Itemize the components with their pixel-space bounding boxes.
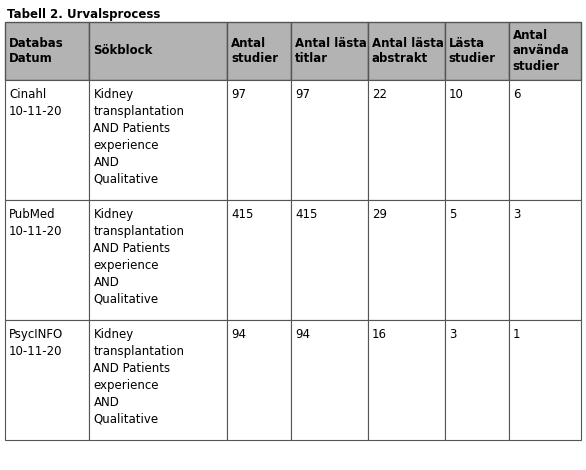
Text: 3: 3 <box>513 208 520 221</box>
Text: 94: 94 <box>231 328 246 341</box>
Text: 3: 3 <box>449 328 456 341</box>
Text: Cinahl
10-11-20: Cinahl 10-11-20 <box>9 88 63 118</box>
Bar <box>509 320 581 440</box>
Bar <box>368 320 445 440</box>
Text: 1: 1 <box>513 328 520 341</box>
Text: 5: 5 <box>449 208 456 221</box>
Bar <box>90 22 227 80</box>
Bar <box>90 80 227 200</box>
Bar <box>509 22 581 80</box>
Text: Antal lästa
titlar: Antal lästa titlar <box>295 37 367 65</box>
Bar <box>291 80 368 200</box>
Text: 16: 16 <box>372 328 387 341</box>
Text: 22: 22 <box>372 88 387 101</box>
Text: PubMed
10-11-20: PubMed 10-11-20 <box>9 208 63 238</box>
Text: 97: 97 <box>231 88 246 101</box>
Text: 10: 10 <box>449 88 464 101</box>
Bar <box>291 320 368 440</box>
Bar <box>227 22 291 80</box>
Text: PsycINFO
10-11-20: PsycINFO 10-11-20 <box>9 328 63 358</box>
Text: Tabell 2. Urvalsprocess: Tabell 2. Urvalsprocess <box>7 8 161 21</box>
Text: 415: 415 <box>231 208 254 221</box>
Bar <box>5 22 90 80</box>
Bar <box>445 22 509 80</box>
Bar <box>291 200 368 320</box>
Text: Kidney
transplantation
AND Patients
experience
AND
Qualitative: Kidney transplantation AND Patients expe… <box>94 328 185 426</box>
Text: Kidney
transplantation
AND Patients
experience
AND
Qualitative: Kidney transplantation AND Patients expe… <box>94 208 185 306</box>
Bar <box>5 200 90 320</box>
Text: Lästa
studier: Lästa studier <box>449 37 496 65</box>
Bar <box>445 320 509 440</box>
Bar <box>90 200 227 320</box>
Bar <box>5 80 90 200</box>
Text: Antal lästa
abstrakt: Antal lästa abstrakt <box>372 37 444 65</box>
Text: 94: 94 <box>295 328 310 341</box>
Bar <box>368 22 445 80</box>
Bar <box>90 320 227 440</box>
Text: 97: 97 <box>295 88 310 101</box>
Text: Databas
Datum: Databas Datum <box>9 37 64 65</box>
Text: Kidney
transplantation
AND Patients
experience
AND
Qualitative: Kidney transplantation AND Patients expe… <box>94 88 185 186</box>
Bar <box>227 200 291 320</box>
Text: Antal
studier: Antal studier <box>231 37 278 65</box>
Bar <box>5 320 90 440</box>
Bar <box>509 200 581 320</box>
Bar <box>227 320 291 440</box>
Bar <box>509 80 581 200</box>
Bar <box>445 80 509 200</box>
Text: 6: 6 <box>513 88 520 101</box>
Text: 29: 29 <box>372 208 387 221</box>
Bar <box>368 80 445 200</box>
Text: Sökblock: Sökblock <box>94 45 153 57</box>
Text: Antal
använda
studier: Antal använda studier <box>513 29 570 73</box>
Bar <box>227 80 291 200</box>
Bar <box>291 22 368 80</box>
Text: 415: 415 <box>295 208 318 221</box>
Bar <box>368 200 445 320</box>
Bar <box>445 200 509 320</box>
